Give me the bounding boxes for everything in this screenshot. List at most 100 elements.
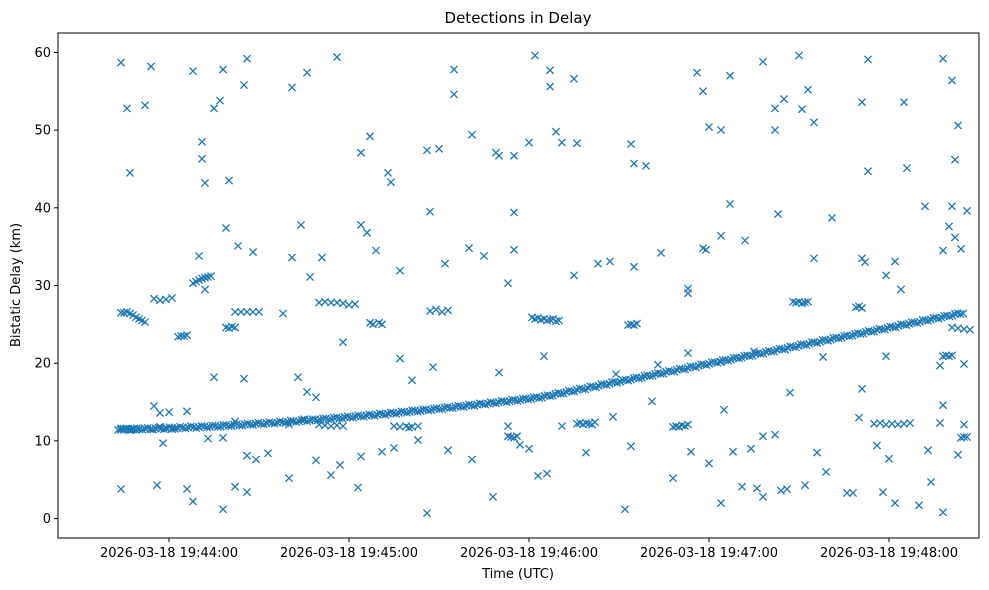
detection-marker xyxy=(509,151,519,160)
detection-marker xyxy=(182,484,192,494)
detection-marker xyxy=(914,501,924,510)
detection-marker xyxy=(953,121,963,130)
detection-marker xyxy=(371,246,381,255)
detection-marker xyxy=(944,352,954,361)
detection-marker xyxy=(515,440,525,449)
detection-marker xyxy=(556,389,565,398)
detection-marker xyxy=(953,450,963,459)
detection-marker xyxy=(875,418,885,428)
detection-marker xyxy=(302,387,312,396)
detection-marker xyxy=(503,432,513,441)
detection-marker xyxy=(116,484,126,494)
detection-marker xyxy=(758,492,768,501)
detection-marker xyxy=(788,297,798,306)
detection-marker xyxy=(902,164,912,173)
detection-marker xyxy=(629,159,639,168)
detection-marker xyxy=(278,309,288,318)
detection-marker xyxy=(701,245,711,254)
detection-marker xyxy=(782,484,792,494)
detection-marker xyxy=(422,146,432,155)
detection-marker xyxy=(181,424,190,433)
detection-marker xyxy=(242,488,252,497)
detection-marker xyxy=(667,367,676,376)
detection-marker xyxy=(218,433,228,442)
detection-marker xyxy=(842,488,852,497)
detection-marker xyxy=(584,419,594,428)
detection-marker xyxy=(159,425,168,434)
detection-marker xyxy=(728,447,738,456)
detection-marker xyxy=(230,307,240,316)
detection-marker xyxy=(704,459,714,468)
detection-marker xyxy=(356,452,366,461)
detection-marker xyxy=(192,423,201,433)
detection-marker xyxy=(938,401,948,410)
detection-marker xyxy=(149,401,159,410)
detection-marker xyxy=(513,396,522,405)
detection-marker xyxy=(338,338,348,347)
x-tick-label: 2026-03-18 19:47:00 xyxy=(640,546,778,561)
y-tick-label: 0 xyxy=(43,512,51,527)
detection-marker xyxy=(959,309,968,318)
detection-marker xyxy=(170,424,180,433)
detection-marker xyxy=(947,76,957,85)
detection-marker xyxy=(239,80,249,90)
detection-marker xyxy=(827,213,837,222)
detection-marker xyxy=(203,272,213,282)
detection-marker xyxy=(602,380,611,390)
detection-marker xyxy=(845,332,854,341)
detection-marker xyxy=(443,446,453,455)
detection-marker xyxy=(956,309,965,319)
detection-marker xyxy=(182,407,192,416)
detection-marker xyxy=(905,418,915,428)
detection-marker xyxy=(899,98,909,107)
detection-marker xyxy=(434,144,444,153)
detection-marker xyxy=(863,167,873,176)
detection-marker xyxy=(716,357,726,366)
detection-marker xyxy=(683,420,693,429)
detection-marker xyxy=(545,82,555,91)
detection-marker xyxy=(200,178,210,188)
detection-marker xyxy=(248,307,258,316)
detection-marker xyxy=(749,347,759,356)
detection-marker xyxy=(524,444,534,453)
detection-marker xyxy=(950,155,960,164)
detection-marker xyxy=(926,478,936,487)
detection-marker xyxy=(856,329,865,338)
detection-marker xyxy=(424,406,433,415)
detection-marker xyxy=(854,413,864,422)
detection-marker xyxy=(725,71,735,80)
detection-marker xyxy=(116,58,126,67)
detection-marker xyxy=(356,148,366,157)
detection-marker xyxy=(293,373,303,382)
detection-marker xyxy=(488,492,498,501)
detection-marker xyxy=(653,360,663,369)
detection-marker xyxy=(758,57,768,66)
detection-marker xyxy=(881,271,891,280)
detection-marker xyxy=(896,285,906,294)
detection-marker xyxy=(251,455,261,464)
detection-marker xyxy=(209,373,219,382)
detection-marker xyxy=(122,425,132,434)
detection-marker xyxy=(959,420,969,429)
detection-marker xyxy=(620,505,630,514)
detection-marker xyxy=(149,294,159,303)
detection-marker xyxy=(524,138,534,147)
detection-marker xyxy=(146,425,156,434)
detection-marker xyxy=(834,334,843,343)
detection-marker xyxy=(326,471,336,480)
detection-marker xyxy=(794,51,804,60)
detection-marker xyxy=(785,388,795,397)
detection-marker xyxy=(324,415,333,424)
detection-marker xyxy=(590,418,600,427)
detection-marker xyxy=(299,415,309,424)
detection-marker xyxy=(803,297,813,306)
detection-marker xyxy=(878,488,888,497)
detection-marker xyxy=(770,430,780,439)
detection-marker xyxy=(813,338,822,347)
detection-marker xyxy=(197,137,207,146)
detection-marker xyxy=(938,54,948,63)
detection-marker xyxy=(737,482,747,491)
detection-marker xyxy=(224,176,234,185)
detection-marker xyxy=(449,65,459,74)
detection-marker xyxy=(158,439,168,448)
